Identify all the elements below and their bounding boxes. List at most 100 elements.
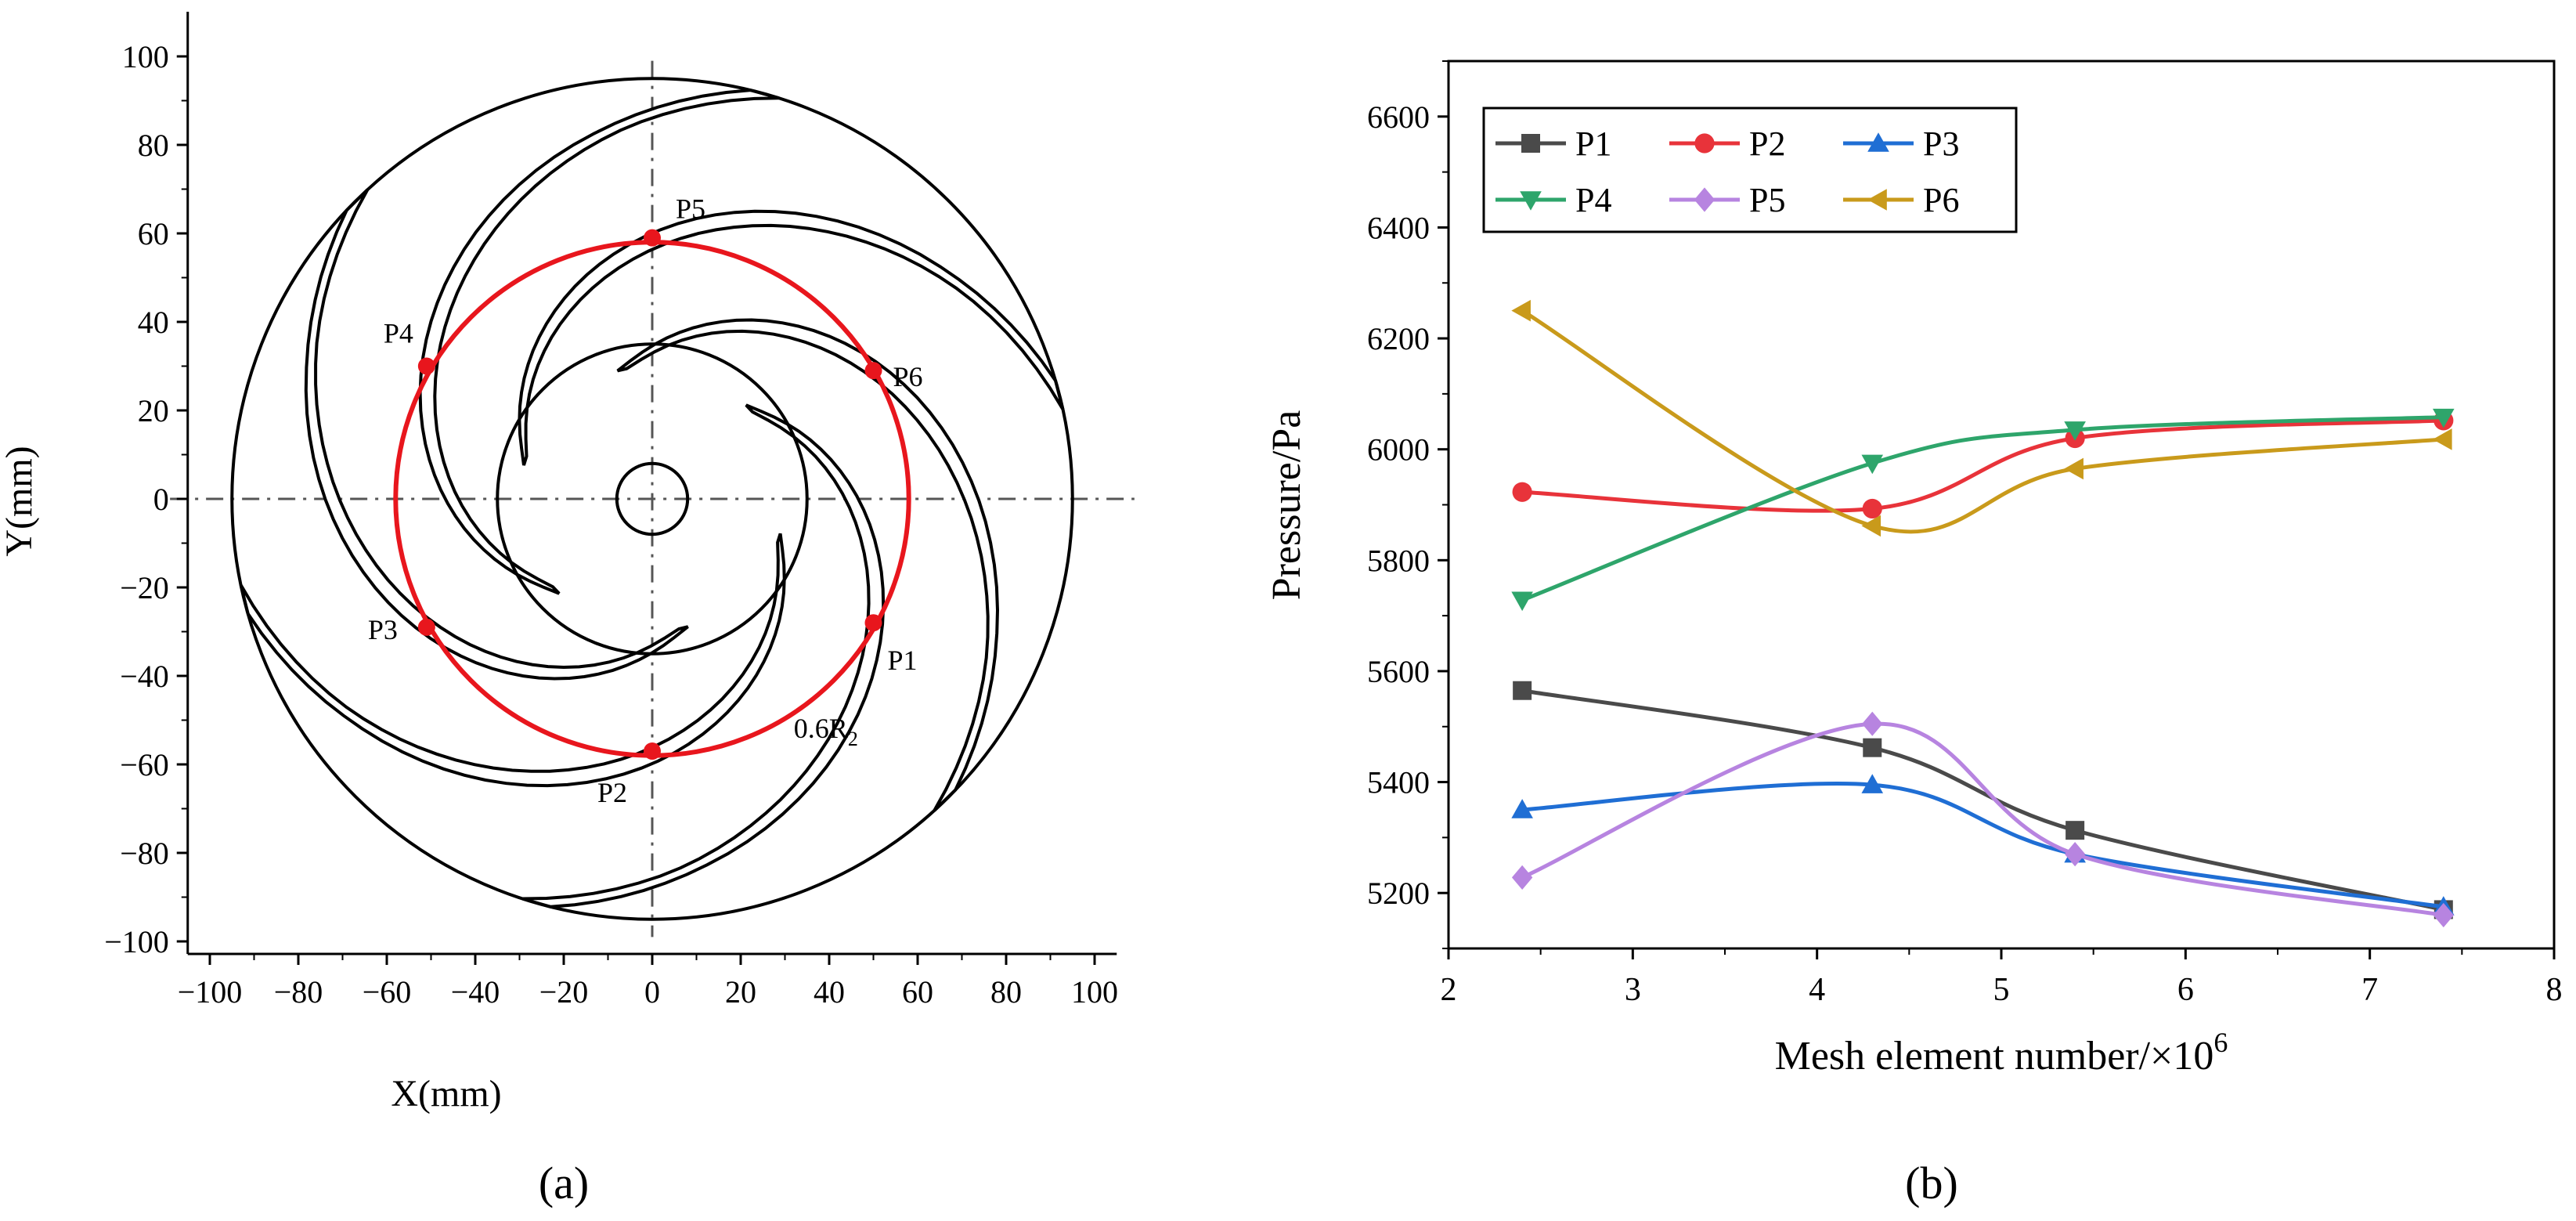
legend-marker-p4 bbox=[1520, 191, 1542, 211]
x-tick-label-b: 7 bbox=[2361, 972, 2378, 1008]
data-point-p3 bbox=[1511, 799, 1533, 818]
data-point-p2 bbox=[1512, 482, 1532, 502]
monitor-points: P1 P2 P3 P4 P5 P6 bbox=[368, 193, 923, 808]
series-line-p1 bbox=[1521, 688, 2444, 912]
series-line-p3 bbox=[1521, 782, 2444, 909]
y-tick-label-a: 80 bbox=[138, 128, 169, 163]
panel-label-b: (b) bbox=[1905, 1158, 1958, 1208]
impeller-blade bbox=[418, 89, 780, 595]
legend-marker-p3 bbox=[1867, 132, 1889, 152]
impeller-blade bbox=[521, 403, 886, 909]
series-p5 bbox=[1511, 711, 2454, 928]
monitor-point-label: P6 bbox=[893, 361, 923, 392]
monitor-point-label: P3 bbox=[368, 614, 398, 645]
y-tick-label-a: 60 bbox=[138, 216, 169, 251]
data-point-p5 bbox=[2433, 902, 2454, 928]
y-axis-title-a: Y(mm) bbox=[0, 446, 40, 556]
pressure-axes: 2 3 4 5 6 7 8 5200 5400 5600 5800 6000 6200 6400 6600 bbox=[1367, 60, 2563, 1008]
x-tick-label-b: 5 bbox=[1993, 972, 2010, 1008]
legend-label-p5: P5 bbox=[1749, 181, 1785, 219]
data-point-p5 bbox=[2064, 842, 2086, 867]
legend-label-p4: P4 bbox=[1575, 181, 1611, 219]
x-tick-label-a: 100 bbox=[1071, 974, 1118, 1010]
data-point-p3 bbox=[1861, 774, 1884, 793]
y-axis-title-b: Pressure/Pa bbox=[1265, 410, 1309, 601]
shaft-circle bbox=[615, 461, 690, 536]
data-point-p6 bbox=[2433, 428, 2452, 450]
y-tick-label-a: −20 bbox=[120, 570, 169, 605]
legend-marker-p2 bbox=[1694, 133, 1715, 154]
monitor-point-p2 bbox=[644, 742, 661, 760]
x-axis-title-b-main: Mesh element number/×10 bbox=[1775, 1034, 2214, 1078]
y-tick-label-b: 6400 bbox=[1367, 210, 1430, 245]
x-tick-label-a: −100 bbox=[178, 974, 243, 1010]
legend-marker-p1 bbox=[1521, 134, 1540, 153]
monitor-point-label: P5 bbox=[676, 193, 705, 225]
monitor-point-p1 bbox=[864, 614, 882, 632]
monitor-point-label: P1 bbox=[888, 645, 918, 676]
y-tick-label-b: 6200 bbox=[1367, 321, 1430, 356]
data-point-p1 bbox=[1863, 738, 1882, 757]
series-line-p4 bbox=[1521, 415, 2444, 602]
x-axis-title-b: Mesh element number/×106 bbox=[1775, 1027, 2228, 1078]
y-tick-label-b: 5400 bbox=[1367, 765, 1430, 800]
data-point-p4 bbox=[1861, 454, 1884, 475]
data-point-p2 bbox=[1862, 498, 1882, 519]
x-tick-label-b: 3 bbox=[1625, 972, 1641, 1008]
data-point-p5 bbox=[1862, 711, 1883, 736]
y-tick-label-b: 5800 bbox=[1367, 543, 1430, 578]
monitor-circle-label-main: 0.6R bbox=[794, 713, 848, 744]
panel-label-a: (a) bbox=[539, 1158, 589, 1208]
x-tick-label-b: 4 bbox=[1809, 972, 1825, 1008]
pressure-series bbox=[1511, 299, 2455, 928]
series-line-p2 bbox=[1522, 418, 2444, 513]
data-point-p5 bbox=[1511, 865, 1533, 890]
y-tick-label-b: 5600 bbox=[1367, 654, 1430, 689]
x-tick-label-a: 40 bbox=[814, 974, 845, 1010]
x-tick-label-a: −20 bbox=[539, 974, 589, 1010]
series-p6 bbox=[1511, 299, 2452, 537]
legend-marker-p6 bbox=[1867, 189, 1887, 211]
chart-legend: P1 P2 P3 P4 P5 P6 bbox=[1482, 107, 2018, 233]
y-tick-label-a: −60 bbox=[120, 747, 169, 782]
y-tick-label-b: 5200 bbox=[1367, 876, 1430, 911]
x-axis-title-b-exponent: 6 bbox=[2213, 1027, 2228, 1058]
data-point-p6 bbox=[2064, 457, 2084, 480]
monitor-point-p6 bbox=[864, 362, 882, 380]
data-point-p4 bbox=[2433, 408, 2455, 428]
legend-label-p1: P1 bbox=[1575, 125, 1611, 163]
monitor-point-p5 bbox=[644, 229, 661, 247]
x-tick-label-a: −60 bbox=[363, 974, 412, 1010]
monitor-circle-label: 0.6R2 bbox=[794, 713, 858, 750]
y-tick-label-a: 20 bbox=[138, 393, 169, 428]
impeller-outer-circle bbox=[230, 77, 1074, 921]
hub-circle bbox=[496, 342, 809, 656]
monitor-circle-label-subscript: 2 bbox=[848, 728, 858, 750]
legend-box bbox=[1482, 107, 2018, 233]
series-p1 bbox=[1513, 681, 2453, 919]
x-tick-label-a: 20 bbox=[725, 974, 756, 1010]
data-point-p4 bbox=[2064, 421, 2086, 441]
x-tick-label-a: 60 bbox=[902, 974, 933, 1010]
legend-label-p2: P2 bbox=[1749, 125, 1785, 163]
x-axis-title-a: X(mm) bbox=[391, 1073, 501, 1114]
y-tick-label-a: −40 bbox=[120, 659, 169, 694]
x-tick-label-b: 8 bbox=[2546, 972, 2563, 1008]
y-tick-label-b: 6000 bbox=[1367, 432, 1430, 468]
data-point-p1 bbox=[2065, 821, 2085, 840]
x-tick-label-a: −80 bbox=[274, 974, 323, 1010]
monitor-point-p4 bbox=[417, 357, 435, 375]
monitor-point-label: P2 bbox=[597, 777, 627, 808]
y-tick-label-a: 100 bbox=[122, 39, 169, 74]
data-point-p4 bbox=[1511, 591, 1533, 612]
legend-label-p6: P6 bbox=[1923, 181, 1959, 219]
y-tick-label-a: −80 bbox=[120, 836, 169, 871]
impeller-blade bbox=[304, 188, 689, 681]
series-p2 bbox=[1512, 410, 2454, 519]
monitor-point-p3 bbox=[417, 618, 435, 636]
impeller-grid bbox=[170, 60, 1135, 937]
x-tick-label-a: 80 bbox=[990, 974, 1022, 1010]
data-point-p1 bbox=[1513, 681, 1532, 700]
